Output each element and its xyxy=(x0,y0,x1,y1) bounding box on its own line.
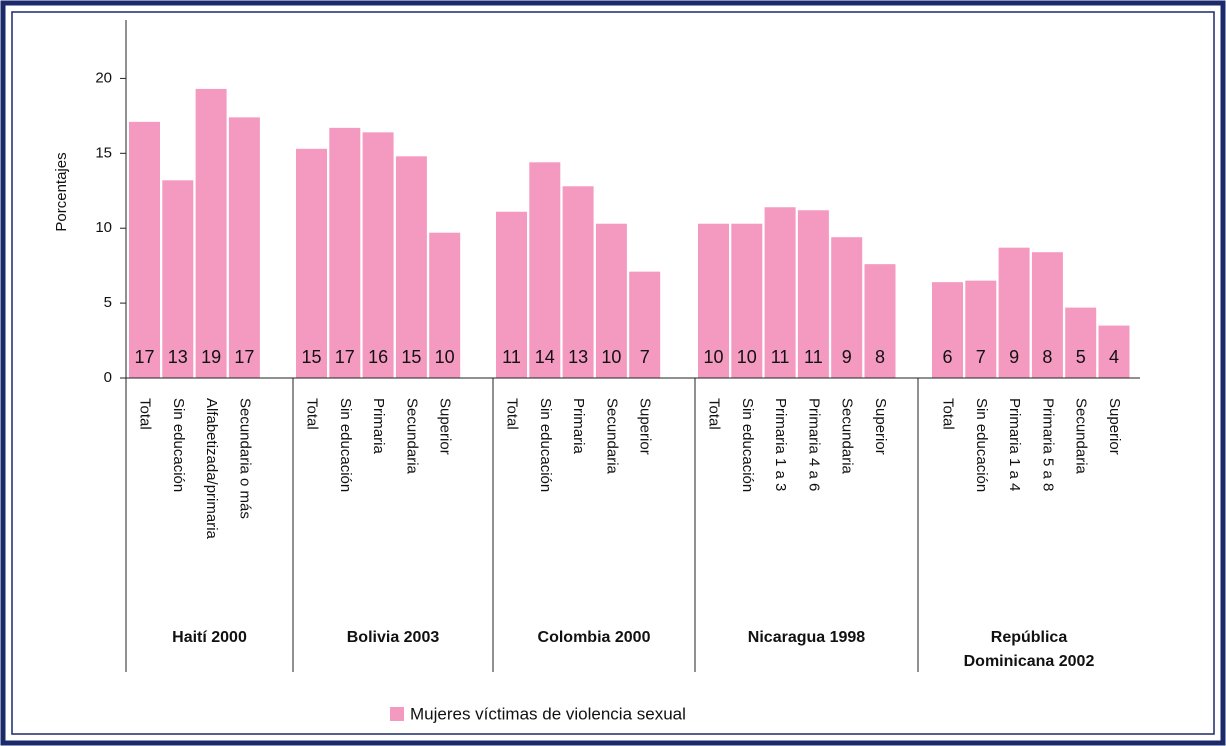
x-tick-label: Primaria 1 a 4 xyxy=(1006,398,1023,491)
value-label: 10 xyxy=(703,347,723,367)
bar xyxy=(162,180,194,378)
bar xyxy=(629,271,661,378)
value-label: 11 xyxy=(804,347,823,367)
value-label: 10 xyxy=(435,347,455,367)
x-tick-label: Sin educación xyxy=(537,398,554,492)
value-label: 15 xyxy=(301,347,321,367)
x-tick-label: Secundaria xyxy=(403,398,420,475)
x-tick-label: Secundaria xyxy=(1073,398,1090,475)
bar xyxy=(195,88,227,379)
x-tick-label: Sin educación xyxy=(337,398,354,492)
value-label: 16 xyxy=(368,347,388,367)
x-tick-label: Total xyxy=(137,398,154,430)
x-tick-label: Superior xyxy=(437,398,454,455)
legend-label: Mujeres víctimas de violencia sexual xyxy=(410,704,686,723)
x-tick-label: Sin educación xyxy=(739,398,756,492)
bar xyxy=(529,162,561,378)
value-label: 13 xyxy=(168,347,188,367)
bar xyxy=(395,156,427,378)
value-label: 17 xyxy=(234,347,254,367)
bar xyxy=(329,127,361,379)
bar xyxy=(797,210,829,378)
x-tick-label: Sin educación xyxy=(973,398,990,492)
value-label: 9 xyxy=(1009,347,1019,367)
y-tick-label: 10 xyxy=(95,219,112,236)
value-label: 4 xyxy=(1109,347,1119,367)
value-label: 7 xyxy=(640,347,650,367)
x-tick-label: Total xyxy=(940,398,957,430)
y-axis-label: Porcentajes xyxy=(53,152,70,231)
value-label: 11 xyxy=(771,347,790,367)
x-tick-label: Total xyxy=(706,398,723,430)
bar xyxy=(228,117,260,378)
value-label: 11 xyxy=(502,347,521,367)
bar xyxy=(1031,252,1063,378)
x-tick-label: Secundaria xyxy=(839,398,856,475)
x-tick-label: Primaria 4 a 6 xyxy=(805,398,822,491)
value-label: 17 xyxy=(335,347,355,367)
bar xyxy=(595,223,627,378)
bar xyxy=(731,223,763,378)
x-tick-label: Secundaria xyxy=(603,398,620,475)
x-tick-label: Primaria xyxy=(370,398,387,454)
x-tick-label: Superior xyxy=(1106,398,1123,455)
value-label: 10 xyxy=(601,347,621,367)
y-tick-label: 5 xyxy=(104,294,112,311)
group-label: Bolivia 2003 xyxy=(347,629,440,646)
bar xyxy=(864,264,896,378)
bar xyxy=(429,232,461,378)
value-label: 17 xyxy=(134,347,154,367)
x-tick-label: Primaria 5 a 8 xyxy=(1039,398,1056,491)
x-tick-label: Total xyxy=(504,398,521,430)
value-label: 9 xyxy=(842,347,852,367)
bar xyxy=(129,121,160,379)
x-tick-label: Superior xyxy=(872,398,889,455)
x-tick-label: Sin educación xyxy=(170,398,187,492)
bar xyxy=(965,280,997,378)
value-label: 19 xyxy=(201,347,221,367)
value-label: 15 xyxy=(401,347,421,367)
x-tick-label: Alfabetizada/primaria xyxy=(203,398,220,540)
y-tick-label: 15 xyxy=(95,144,112,161)
x-tick-label: Primaria 1 a 3 xyxy=(772,398,789,491)
group-label: República Dominicana 2002 xyxy=(964,629,1095,670)
value-label: 5 xyxy=(1076,347,1086,367)
bar xyxy=(362,132,394,378)
bar xyxy=(698,223,729,378)
group-label: Nicaragua 1998 xyxy=(748,629,866,646)
y-tick-label: 20 xyxy=(95,69,112,86)
x-tick-label: Secundaria o más xyxy=(236,398,253,519)
y-tick-label: 0 xyxy=(104,369,112,386)
group-label: Colombia 2000 xyxy=(538,629,651,646)
value-label: 8 xyxy=(875,347,885,367)
bar xyxy=(562,186,594,378)
x-tick-label: Total xyxy=(304,398,321,430)
x-tick-label: Superior xyxy=(637,398,654,455)
bar xyxy=(1098,325,1130,378)
value-label: 10 xyxy=(737,347,757,367)
bar xyxy=(831,237,863,378)
x-tick-label: Primaria xyxy=(570,398,587,454)
value-label: 13 xyxy=(568,347,588,367)
value-label: 14 xyxy=(535,347,555,367)
value-label: 8 xyxy=(1042,347,1052,367)
bar xyxy=(998,247,1030,378)
bar xyxy=(1065,307,1097,378)
value-label: 7 xyxy=(976,347,986,367)
bar xyxy=(296,148,327,378)
value-label: 6 xyxy=(942,347,952,367)
group-label: Haití 2000 xyxy=(172,629,247,646)
inner-border xyxy=(11,11,1215,735)
bar xyxy=(496,211,527,378)
bar xyxy=(932,282,963,378)
bar xyxy=(764,207,796,378)
legend-swatch xyxy=(390,707,404,721)
